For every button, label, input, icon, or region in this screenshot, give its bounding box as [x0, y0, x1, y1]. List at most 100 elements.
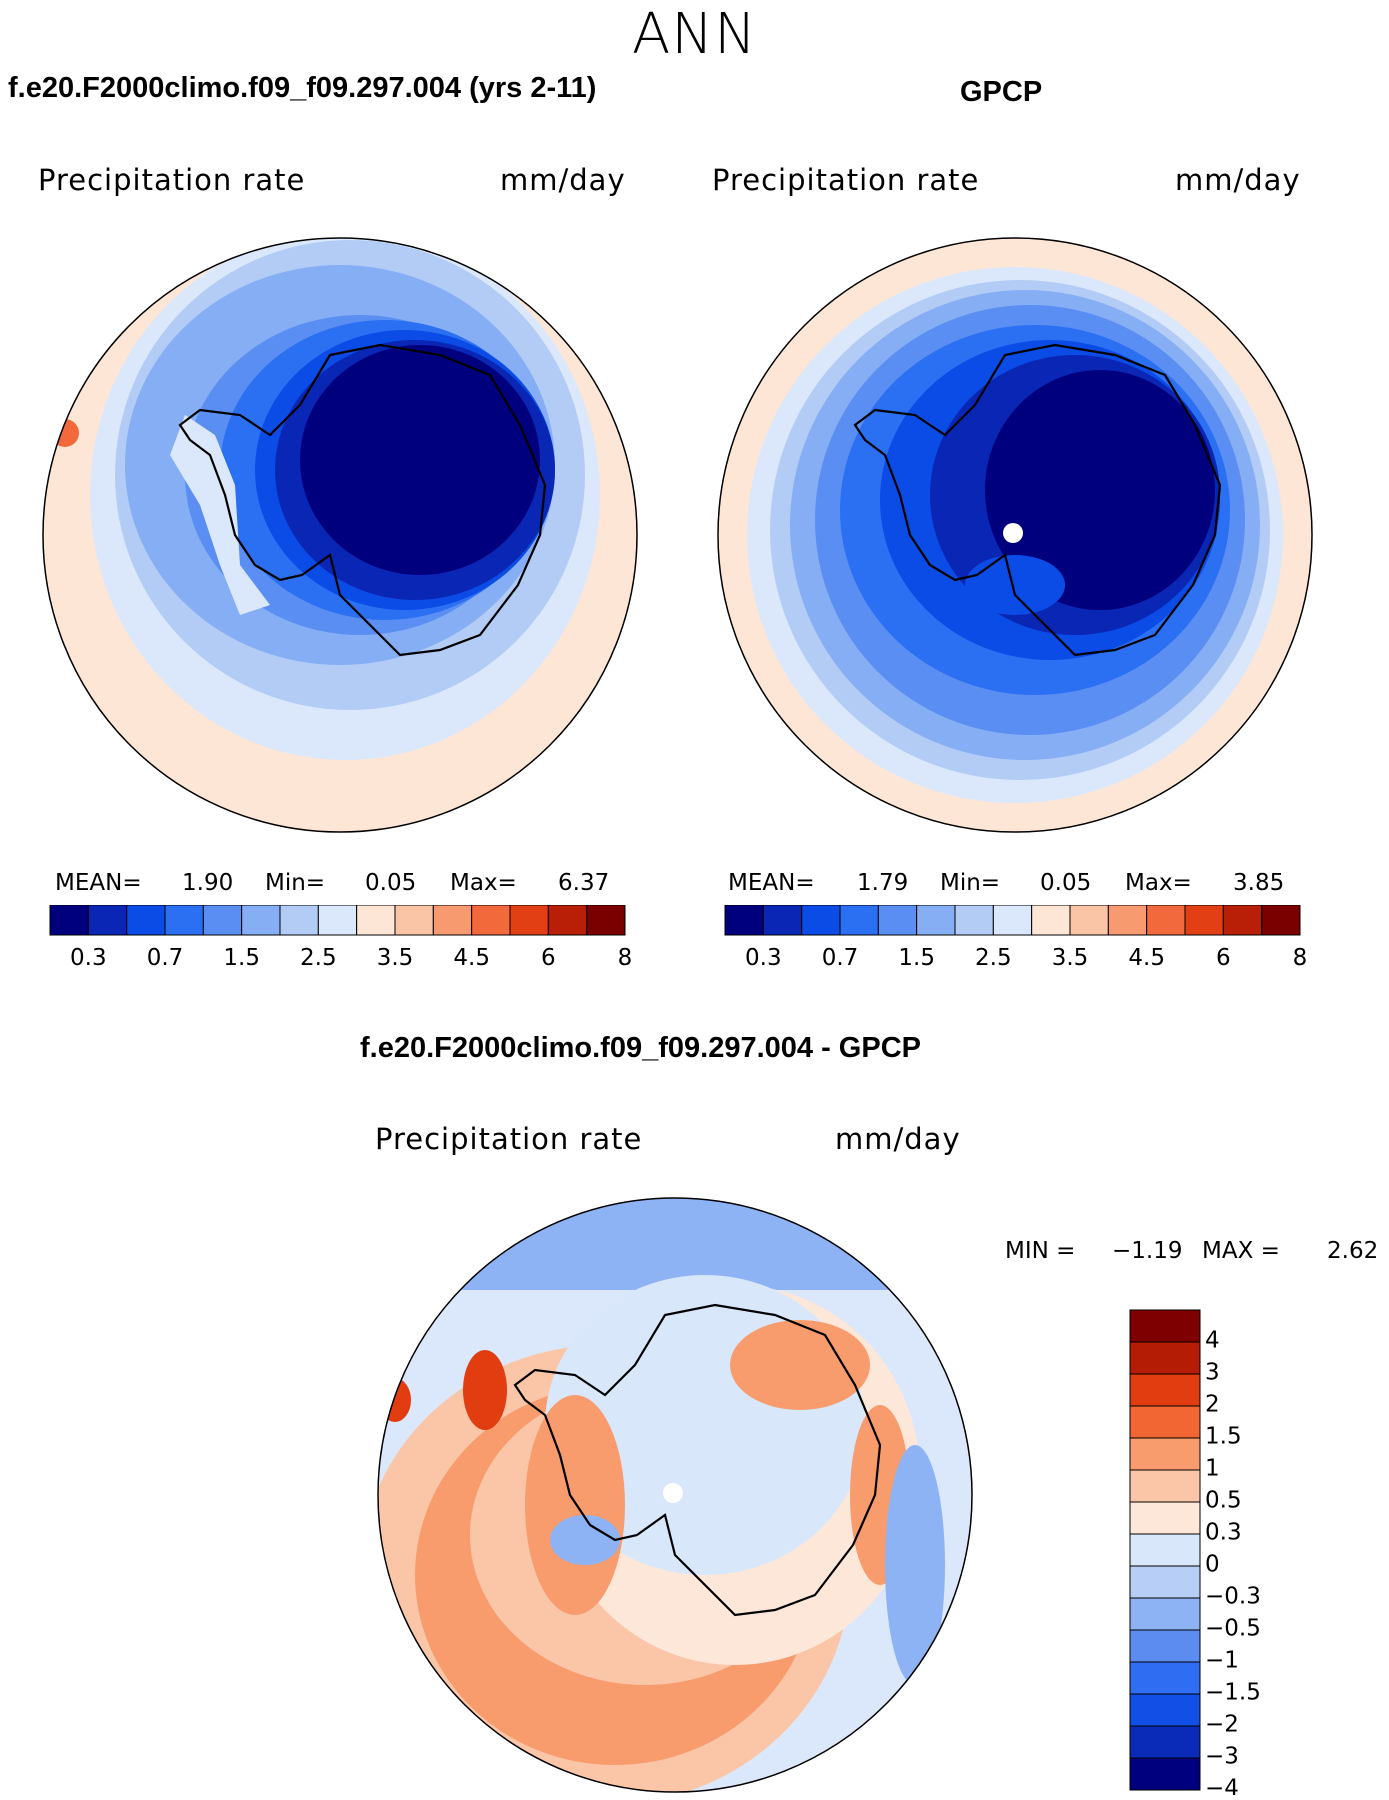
diff-colorbar-tick-label: 1.5 — [1205, 1424, 1242, 1450]
diff-colorbar-tick-label: −2 — [1205, 1712, 1239, 1738]
obs-max-label: Max= — [1125, 870, 1192, 896]
obs-colorbar-swatch — [1222, 905, 1263, 936]
obs-colorbar-tick-label: 2.5 — [975, 945, 1012, 971]
obs-panel-title: GPCP — [960, 76, 1043, 108]
model-colorbar: 0.3 0.7 1.5 2.5 3.5 4.5 6 8 — [49, 905, 633, 971]
model-colorbar-swatch — [202, 905, 243, 936]
model-colorbar-swatch — [87, 905, 128, 936]
model-units-label: mm/day — [500, 163, 626, 197]
model-colorbar-tick-label: 4.5 — [453, 945, 490, 971]
obs-colorbar-swatch — [839, 905, 879, 936]
obs-max-value: 3.85 — [1233, 870, 1285, 896]
diff-colorbar-swatch — [1129, 1629, 1201, 1663]
diff-colorbar-tick-label: −0.5 — [1205, 1616, 1261, 1642]
diff-min-label: MIN = — [1005, 1238, 1076, 1264]
obs-colorbar: 0.3 0.7 1.5 2.5 3.5 4.5 6 8 — [724, 905, 1308, 971]
obs-pole-marker — [1003, 523, 1023, 543]
diff-max-value: 2.62 — [1327, 1238, 1379, 1264]
model-colorbar-swatch — [164, 905, 204, 936]
model-colorbar-tick-label: 8 — [618, 945, 633, 971]
diff-min-value: −1.19 — [1112, 1238, 1183, 1264]
diff-colorbar-tick-label: −4 — [1205, 1776, 1239, 1796]
obs-colorbar-swatch — [1031, 905, 1071, 936]
obs-colorbar-swatch — [1146, 905, 1186, 936]
diff-colorbar-swatch — [1129, 1725, 1201, 1759]
model-colorbar-swatch — [432, 905, 473, 936]
model-colorbar-tick-label: 2.5 — [300, 945, 337, 971]
obs-colorbar-tick-label: 3.5 — [1052, 945, 1089, 971]
diff-colorbar-swatch — [1129, 1437, 1201, 1471]
model-colorbar-swatch — [394, 905, 434, 936]
model-colorbar-swatch — [126, 905, 166, 936]
model-panel-title: f.e20.F2000climo.f09_f09.297.004 (yrs 2-… — [8, 72, 597, 104]
model-min-value: 0.05 — [365, 870, 417, 896]
diff-colorbar-tick-label: −1 — [1205, 1648, 1239, 1674]
model-colorbar-swatch — [49, 905, 89, 936]
diff-units-label: mm/day — [835, 1122, 961, 1156]
model-mean-label: MEAN= — [55, 870, 142, 896]
obs-colorbar-swatch — [1107, 905, 1148, 936]
diff-colorbar-tick-label: 0.3 — [1205, 1520, 1242, 1546]
obs-colorbar-swatch — [1184, 905, 1224, 936]
model-colorbar-tick-label: 1.5 — [223, 945, 260, 971]
diff-colorbar-tick-label: −0.3 — [1205, 1584, 1261, 1610]
season-title: ANN — [631, 2, 758, 67]
obs-coastline — [853, 343, 1222, 657]
diff-colorbar-tick-label: −3 — [1205, 1744, 1239, 1770]
obs-colorbar-swatch — [724, 905, 764, 936]
obs-mean-value: 1.79 — [857, 870, 909, 896]
obs-colorbar-swatch — [992, 905, 1033, 936]
obs-colorbar-tick-label: 8 — [1293, 945, 1308, 971]
diff-colorbar-tick-label: 0.5 — [1205, 1488, 1242, 1514]
diff-colorbar-tick-label: 4 — [1205, 1328, 1220, 1354]
obs-min-label: Min= — [940, 870, 1001, 896]
diff-colorbar-swatch — [1129, 1501, 1201, 1535]
diff-colorbar: 4 3 2 1.5 1 0.5 0.3 0 −0.3 −0.5 −1 −1.5 −2 −3 −4 — [1129, 1309, 1261, 1796]
obs-colorbar-swatch — [801, 905, 841, 936]
model-colorbar-swatch — [586, 905, 626, 936]
model-colorbar-tick-label: 6 — [541, 945, 556, 971]
model-colorbar-swatch — [547, 905, 588, 936]
obs-colorbar-tick-label: 0.3 — [745, 945, 782, 971]
obs-precip-contours — [718, 238, 1312, 832]
obs-colorbar-swatch — [954, 905, 994, 936]
diff-colorbar-swatch — [1129, 1565, 1201, 1599]
obs-colorbar-tick-label: 6 — [1216, 945, 1231, 971]
model-colorbar-swatch — [279, 905, 319, 936]
obs-colorbar-swatch — [762, 905, 803, 936]
model-max-label: Max= — [450, 870, 517, 896]
obs-variable-label: Precipitation rate — [712, 163, 980, 197]
diff-colorbar-tick-label: 0 — [1205, 1552, 1220, 1578]
obs-map-border — [717, 237, 1313, 833]
model-colorbar-tick-label: 0.3 — [70, 945, 107, 971]
model-min-label: Min= — [265, 870, 326, 896]
model-colorbar-swatch — [509, 905, 549, 936]
diff-colorbar-swatch — [1129, 1533, 1201, 1567]
diff-colorbar-tick-label: 2 — [1205, 1392, 1220, 1418]
diff-pole-marker — [663, 1483, 683, 1503]
diff-max-label: MAX = — [1202, 1238, 1280, 1264]
diff-colorbar-tick-label: 1 — [1205, 1456, 1220, 1482]
diff-map-border — [377, 1197, 973, 1793]
diff-colorbar-swatch — [1129, 1405, 1201, 1439]
obs-polar-map — [717, 237, 1313, 833]
obs-colorbar-swatch — [916, 905, 956, 936]
diff-coastline — [513, 1303, 882, 1617]
model-colorbar-swatch — [241, 905, 281, 936]
model-coastline — [178, 343, 547, 657]
diff-colorbar-swatch — [1129, 1309, 1201, 1343]
obs-colorbar-tick-label: 1.5 — [898, 945, 935, 971]
diff-colorbar-swatch — [1129, 1597, 1201, 1631]
model-colorbar-swatch — [317, 905, 358, 936]
obs-colorbar-tick-label: 4.5 — [1128, 945, 1165, 971]
diff-colorbar-tick-label: −1.5 — [1205, 1680, 1261, 1706]
model-polar-map — [42, 237, 638, 833]
obs-colorbar-swatch — [1069, 905, 1109, 936]
model-max-value: 6.37 — [558, 870, 610, 896]
obs-mean-label: MEAN= — [728, 870, 815, 896]
model-colorbar-swatch — [356, 905, 396, 936]
obs-colorbar-tick-label: 0.7 — [822, 945, 859, 971]
diff-colorbar-swatch — [1129, 1757, 1201, 1791]
model-map-border — [42, 237, 638, 833]
model-colorbar-tick-label: 0.7 — [147, 945, 184, 971]
